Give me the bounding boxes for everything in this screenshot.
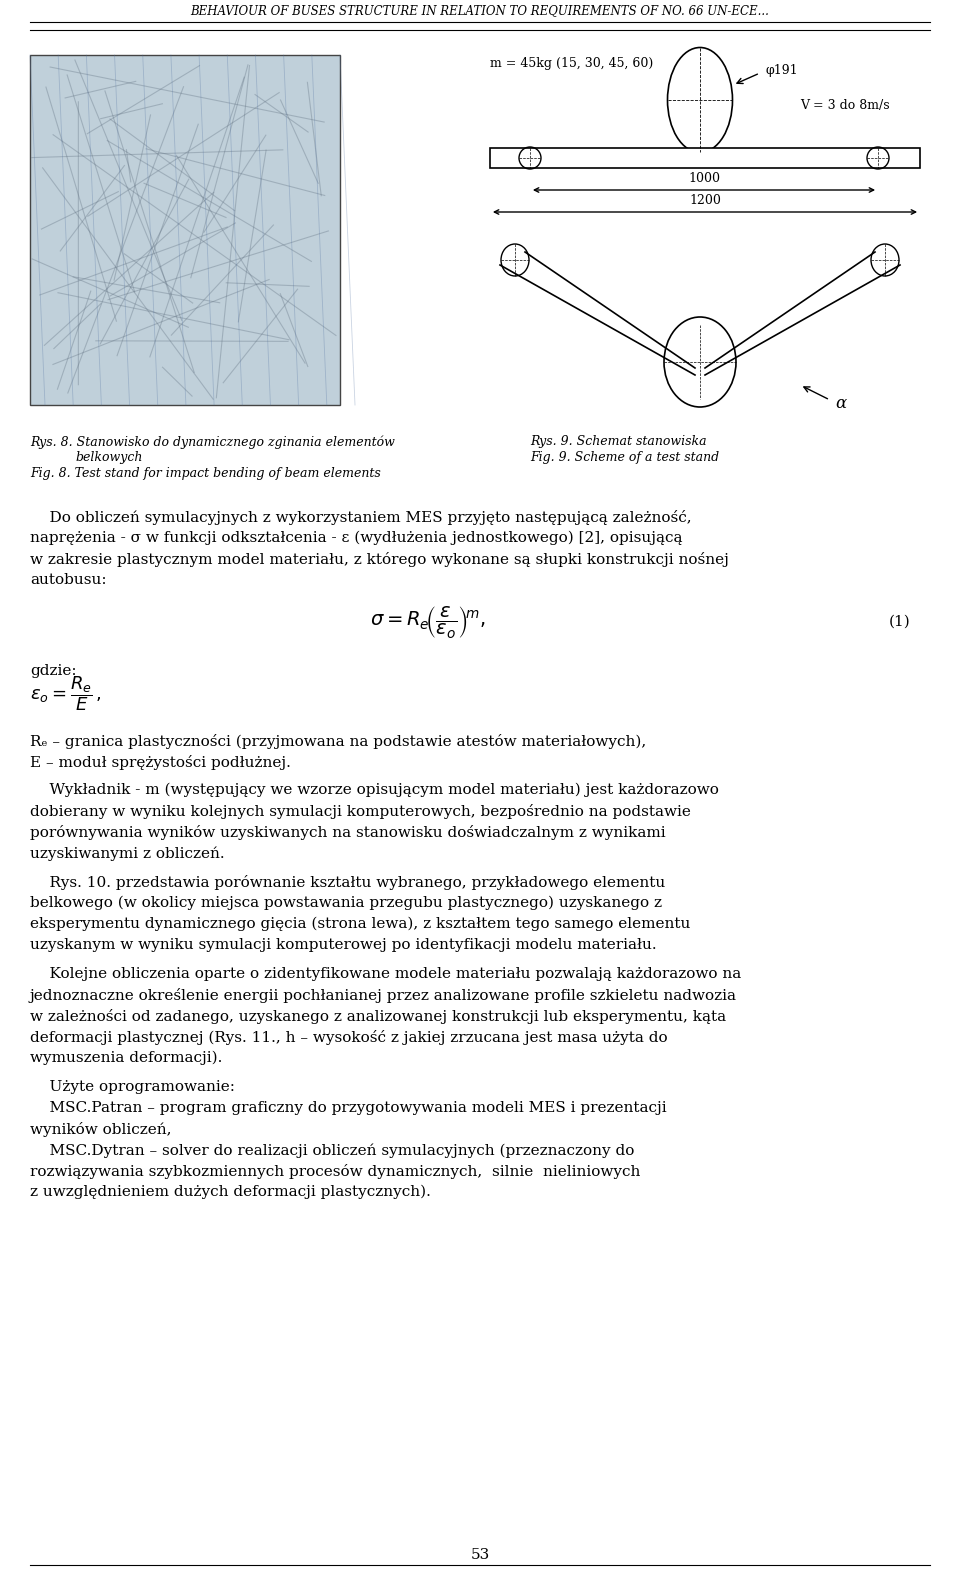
Text: Do obliczeń symulacyjnych z wykorzystaniem MES przyjęto następującą zależność,: Do obliczeń symulacyjnych z wykorzystani…	[30, 511, 691, 525]
Text: belkowego (w okolicy miejsca powstawania przegubu plastycznego) uzyskanego z: belkowego (w okolicy miejsca powstawania…	[30, 897, 662, 911]
Text: $\sigma = R_e\!\left(\dfrac{\varepsilon}{\varepsilon_o}\right)^{\!m},$: $\sigma = R_e\!\left(\dfrac{\varepsilon}…	[370, 604, 486, 640]
Text: uzyskanym w wyniku symulacji komputerowej po identyfikacji modelu materiału.: uzyskanym w wyniku symulacji komputerowe…	[30, 938, 657, 952]
Text: Rₑ – granica plastyczności (przyjmowana na podstawie atestów materiałowych),: Rₑ – granica plastyczności (przyjmowana …	[30, 734, 646, 749]
Text: φ191: φ191	[765, 63, 798, 77]
Text: uzyskiwanymi z obliczeń.: uzyskiwanymi z obliczeń.	[30, 846, 225, 860]
Text: Rys. 9. Schemat stanowiska: Rys. 9. Schemat stanowiska	[530, 435, 707, 448]
Bar	[490, 148, 920, 169]
Text: Rys. 10. przedstawia porównanie kształtu wybranego, przykładowego elementu: Rys. 10. przedstawia porównanie kształtu…	[30, 875, 665, 890]
Text: w zależności od zadanego, uzyskanego z analizowanej konstrukcji lub eksperymentu: w zależności od zadanego, uzyskanego z a…	[30, 1009, 726, 1024]
Text: 1000: 1000	[688, 172, 720, 184]
Bar	[30, 55, 340, 405]
Text: Fig. 8. Test stand for impact bending of beam elements: Fig. 8. Test stand for impact bending of…	[30, 466, 381, 481]
Text: BEHAVIOUR OF BUSES STRUCTURE IN RELATION TO REQUIREMENTS OF NO. 66 UN-ECE...: BEHAVIOUR OF BUSES STRUCTURE IN RELATION…	[191, 5, 769, 17]
Text: z uwzględnieniem dużych deformacji plastycznych).: z uwzględnieniem dużych deformacji plast…	[30, 1185, 431, 1199]
Text: MSC.Patran – program graficzny do przygotowywania modeli MES i prezentacji: MSC.Patran – program graficzny do przygo…	[30, 1102, 666, 1114]
Text: Fig. 9. Scheme of a test stand: Fig. 9. Scheme of a test stand	[530, 451, 719, 463]
Text: jednoznaczne określenie energii pochłanianej przez analizowane profile szkieletu: jednoznaczne określenie energii pochłani…	[30, 988, 737, 1002]
Text: Rys. 8. Stanowisko do dynamicznego zginania elementów: Rys. 8. Stanowisko do dynamicznego zgina…	[30, 435, 395, 449]
Text: 53: 53	[470, 1548, 490, 1562]
Text: wyników obliczeń,: wyników obliczeń,	[30, 1122, 172, 1136]
Text: α: α	[835, 396, 847, 411]
Text: belkowych: belkowych	[75, 451, 142, 463]
Text: Wykładnik - m (występujący we wzorze opisującym model materiału) jest każdorazow: Wykładnik - m (występujący we wzorze opi…	[30, 783, 719, 797]
Text: (1): (1)	[888, 615, 910, 629]
Text: porównywania wyników uzyskiwanych na stanowisku doświadczalnym z wynikami: porównywania wyników uzyskiwanych na sta…	[30, 824, 665, 840]
Text: autobusu:: autobusu:	[30, 574, 107, 586]
Text: deformacji plastycznej (Rys. 11., h – wysokość z jakiej zrzucana jest masa użyta: deformacji plastycznej (Rys. 11., h – wy…	[30, 1031, 667, 1045]
Text: $\varepsilon_o = \dfrac{R_e}{E}\,,$: $\varepsilon_o = \dfrac{R_e}{E}\,,$	[30, 675, 102, 714]
Text: m = 45kg (15, 30, 45, 60): m = 45kg (15, 30, 45, 60)	[490, 57, 653, 69]
Text: 1200: 1200	[689, 194, 721, 206]
Text: eksperymentu dynamicznego gięcia (strona lewa), z kształtem tego samego elementu: eksperymentu dynamicznego gięcia (strona…	[30, 917, 690, 931]
Text: MSC.Dytran – solver do realizacji obliczeń symulacyjnych (przeznaczony do: MSC.Dytran – solver do realizacji oblicz…	[30, 1143, 635, 1157]
Text: naprężenia - σ w funkcji odkształcenia - ε (wydłużenia jednostkowego) [2], opisu: naprężenia - σ w funkcji odkształcenia -…	[30, 531, 683, 545]
Text: Użyte oprogramowanie:: Użyte oprogramowanie:	[30, 1080, 235, 1094]
Text: rozwiązywania szybkozmiennych procesów dynamicznych,  silnie  nieliniowych: rozwiązywania szybkozmiennych procesów d…	[30, 1165, 640, 1179]
Text: V = 3 do 8m/s: V = 3 do 8m/s	[800, 99, 890, 112]
Text: dobierany w wyniku kolejnych symulacji komputerowych, bezpośrednio na podstawie: dobierany w wyniku kolejnych symulacji k…	[30, 804, 691, 820]
Text: Kolejne obliczenia oparte o zidentyfikowane modele materiału pozwalają każdorazo: Kolejne obliczenia oparte o zidentyfikow…	[30, 968, 741, 980]
Text: E – moduł sprężystości podłużnej.: E – moduł sprężystości podłużnej.	[30, 755, 291, 771]
Text: wymuszenia deformacji).: wymuszenia deformacji).	[30, 1051, 223, 1065]
Text: gdzie:: gdzie:	[30, 663, 77, 678]
Text: w zakresie plastycznym model materiału, z którego wykonane są słupki konstrukcji: w zakresie plastycznym model materiału, …	[30, 552, 729, 567]
